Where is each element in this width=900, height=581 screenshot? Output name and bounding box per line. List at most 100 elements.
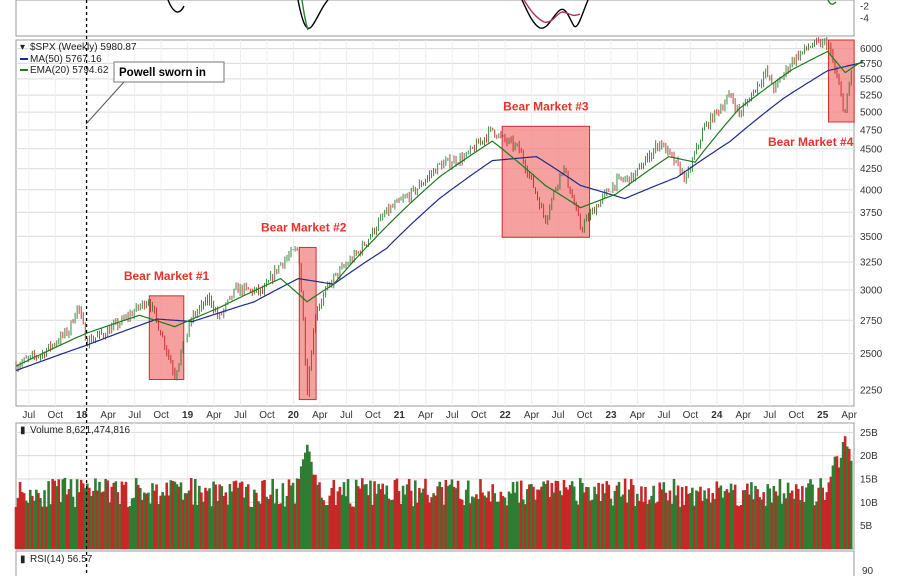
volume-bar: [138, 487, 142, 549]
volume-bar: [354, 479, 358, 549]
volume-bar: [55, 486, 59, 549]
bear-market-box: [828, 39, 855, 123]
indicator-tick-label: -2: [860, 2, 869, 13]
volume-bar: [583, 492, 586, 549]
volume-bar: [825, 492, 829, 549]
volume-bar: [395, 478, 399, 549]
volume-bar: [65, 494, 69, 549]
volume-bar: [717, 487, 721, 549]
volume-bar: [646, 503, 649, 549]
price-tick-label: 5500: [860, 74, 883, 85]
volume-bar: [731, 490, 735, 549]
price-tick-label: 3000: [860, 285, 883, 296]
volume-bar: [460, 499, 464, 549]
price-tick-label: 5000: [860, 108, 883, 119]
volume-bar: [648, 499, 651, 549]
volume-bar: [556, 481, 560, 549]
volume-bar: [358, 488, 362, 549]
x-tick-label: Oct: [683, 410, 699, 421]
volume-bar: [481, 492, 484, 549]
volume-bar: [336, 491, 340, 549]
volume-bar: [200, 492, 203, 549]
volume-bar: [338, 486, 342, 549]
volume-bar: [792, 498, 796, 549]
bear-market-box: [148, 295, 185, 380]
volume-bar: [674, 495, 678, 549]
volume-bar: [666, 500, 670, 549]
volume-bar: [466, 480, 470, 549]
volume-bar: [664, 492, 668, 549]
volume-bar: [849, 460, 853, 549]
volume-bar: [650, 495, 653, 549]
volume-bar: [169, 480, 173, 549]
volume-tick-label: 20B: [860, 451, 878, 462]
volume-bar: [489, 501, 492, 549]
volume-bar: [511, 481, 515, 549]
volume-bar: [53, 480, 57, 549]
volume-bar: [572, 486, 576, 549]
volume-bar: [157, 503, 160, 549]
ema20-line: [15, 50, 864, 367]
volume-bar: [306, 444, 309, 549]
volume-bar: [532, 486, 535, 549]
x-tick-label: Apr: [100, 410, 116, 421]
rsi-panel: ▮ RSI(14) 56.57 90: [15, 550, 874, 581]
volume-bar: [697, 491, 700, 549]
price-y-axis: 2250 2500 2750 3000 3250 3500 3750 4000 4250 4500…: [860, 44, 883, 397]
volume-bar: [391, 499, 395, 549]
volume-bar: [442, 504, 446, 549]
volume-bar: [159, 495, 162, 549]
volume-bar: [289, 485, 293, 549]
volume-bar: [831, 465, 835, 549]
volume-bar: [680, 487, 684, 549]
volume-bar: [534, 499, 537, 549]
volume-bar: [450, 479, 454, 549]
volume-bar: [112, 482, 116, 549]
volume-bar: [829, 476, 833, 549]
volume-icon: ▮: [20, 425, 26, 436]
legend-ma50: MA(50) 5767.16: [30, 54, 102, 65]
volume-bar: [839, 457, 843, 549]
price-panel: 2250 2500 2750 3000 3250 3500 3750 4000 4250 4500…: [15, 37, 883, 407]
volume-bar: [316, 484, 319, 549]
volume-bar: [538, 489, 541, 549]
volume-bar: [83, 488, 87, 549]
volume-bar: [552, 492, 556, 549]
volume-bar: [14, 506, 18, 549]
volume-bar: [385, 485, 389, 549]
volume-bar: [678, 506, 682, 549]
volume-bar: [744, 490, 747, 549]
volume-bar: [39, 498, 42, 549]
volume-bar: [670, 503, 674, 549]
volume-bar: [819, 478, 822, 549]
volume-bar: [49, 504, 52, 549]
volume-bar: [369, 480, 372, 549]
volume-bar: [379, 489, 382, 549]
volume-bar: [293, 503, 297, 549]
volume-bar: [558, 490, 562, 549]
price-tick-label: 6000: [860, 44, 883, 55]
volume-bar: [629, 479, 633, 549]
volume-bar: [238, 482, 242, 549]
volume-bar: [37, 493, 40, 549]
volume-bar: [375, 493, 378, 549]
volume-bar: [509, 493, 513, 549]
volume-bar: [352, 506, 356, 549]
volume-bar: [208, 488, 211, 549]
volume-bar: [371, 504, 374, 549]
volume-bar: [766, 484, 770, 549]
volume-bar: [204, 487, 207, 549]
volume-bar: [762, 492, 765, 549]
volume-bar: [550, 483, 554, 549]
volume-bar: [668, 490, 672, 549]
volume-bar: [33, 500, 36, 549]
volume-panel: 5B 10B 15B 20B 25B ▮ Volume 8,621,474,816: [14, 422, 878, 550]
volume-bar: [782, 493, 786, 549]
volume-bar: [128, 506, 132, 549]
volume-bar: [790, 490, 794, 549]
volume-bar: [581, 482, 584, 549]
volume-bar: [723, 491, 727, 549]
volume-bar: [92, 490, 95, 549]
volume-bar: [521, 499, 525, 549]
